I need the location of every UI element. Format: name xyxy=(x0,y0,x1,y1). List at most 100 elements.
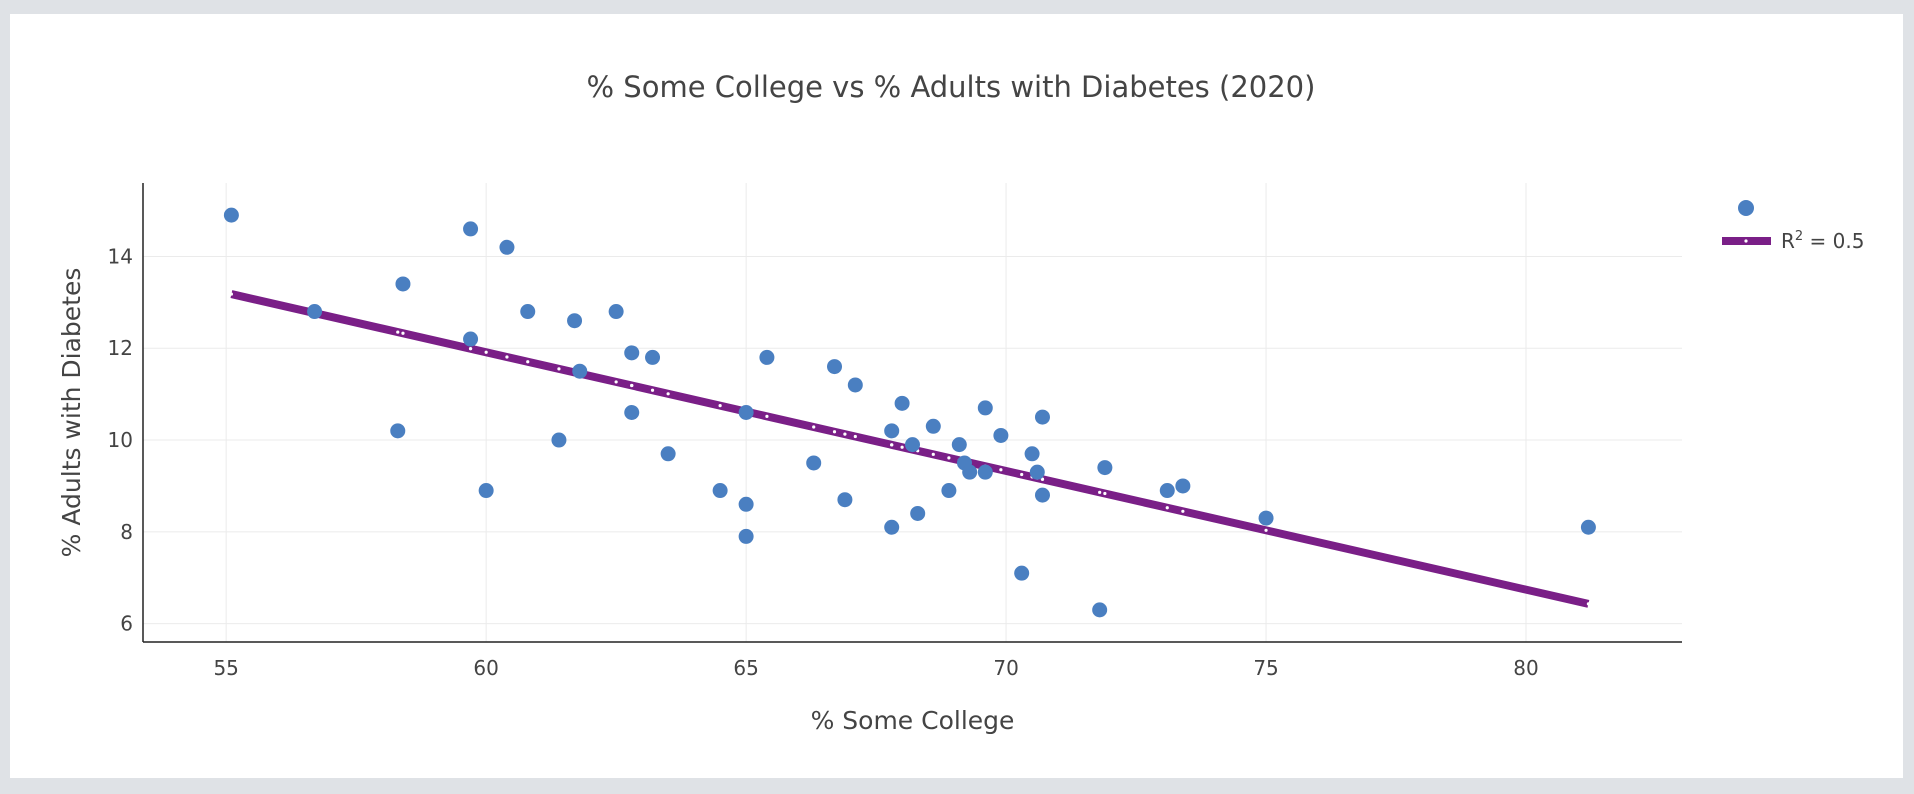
data-point[interactable] xyxy=(884,519,900,535)
trendline-point xyxy=(505,355,509,359)
data-point[interactable] xyxy=(905,437,920,453)
trendline-point xyxy=(1264,528,1268,532)
y-tick-label: 6 xyxy=(120,612,133,636)
data-point[interactable] xyxy=(463,221,479,237)
trendline-point xyxy=(1020,472,1024,477)
data-point[interactable] xyxy=(738,405,754,420)
x-tick-label: 60 xyxy=(473,656,498,680)
trendline-point xyxy=(812,425,816,429)
trendline-point xyxy=(650,388,655,392)
data-point[interactable] xyxy=(478,483,494,499)
trendline-point xyxy=(229,292,233,296)
data-point[interactable] xyxy=(712,483,728,499)
chart-card xyxy=(10,14,1903,778)
trendline-point xyxy=(468,347,473,351)
data-point[interactable] xyxy=(993,427,1009,443)
data-point[interactable] xyxy=(645,349,661,365)
trendline-point xyxy=(614,380,618,384)
data-point[interactable] xyxy=(884,423,900,439)
legend-label-sup: 2 xyxy=(1795,229,1803,244)
trendline-point xyxy=(947,456,951,460)
data-point[interactable] xyxy=(910,505,926,521)
trendline-point xyxy=(999,468,1003,472)
legend-label-rest: = 0.5 xyxy=(1803,229,1864,253)
data-point[interactable] xyxy=(572,363,588,379)
trendline-point xyxy=(401,331,405,335)
trendline-point xyxy=(1098,490,1102,494)
x-axis-title: % Some College xyxy=(811,706,1015,735)
axes xyxy=(142,183,1682,643)
data-point[interactable] xyxy=(1014,565,1030,581)
trendline-point xyxy=(718,404,722,408)
legend-marker-points[interactable] xyxy=(1738,200,1754,216)
data-point[interactable] xyxy=(894,395,910,411)
data-point[interactable] xyxy=(520,304,536,320)
data-point[interactable] xyxy=(307,304,323,320)
data-point[interactable] xyxy=(951,437,967,453)
data-point[interactable] xyxy=(941,483,957,499)
trendline-point xyxy=(1103,491,1107,496)
data-point[interactable] xyxy=(1097,460,1113,476)
trendline-point xyxy=(853,434,857,439)
legend-trendline-dot xyxy=(1744,239,1748,243)
trendline-point xyxy=(557,367,561,371)
data-point[interactable] xyxy=(1175,478,1191,494)
data-point[interactable] xyxy=(551,432,567,448)
trendline-point xyxy=(666,392,670,396)
trendline-point xyxy=(931,452,935,456)
trendline-point xyxy=(1040,477,1045,481)
data-point[interactable] xyxy=(499,239,515,255)
data-point[interactable] xyxy=(1034,409,1050,425)
data-point[interactable] xyxy=(567,313,583,329)
data-point[interactable] xyxy=(738,496,754,512)
data-point[interactable] xyxy=(608,304,624,320)
data-point[interactable] xyxy=(1024,446,1040,462)
y-tick-label: 12 xyxy=(108,336,133,360)
y-axis-title: % Adults with Diabetes xyxy=(57,268,86,558)
data-point[interactable] xyxy=(977,400,993,416)
data-point[interactable] xyxy=(624,405,640,420)
grid-lines xyxy=(143,183,1682,642)
data-point[interactable] xyxy=(660,446,676,462)
x-tick-label: 80 xyxy=(1513,656,1538,680)
legend-label-main: R xyxy=(1781,229,1795,253)
trendline-point xyxy=(765,414,769,418)
data-point[interactable] xyxy=(1258,510,1274,526)
trendline-point xyxy=(484,350,488,354)
data-point[interactable] xyxy=(390,423,406,439)
data-point[interactable] xyxy=(624,345,640,361)
x-tick-label: 75 xyxy=(1253,656,1278,680)
data-point[interactable] xyxy=(847,377,863,393)
data-point[interactable] xyxy=(223,207,239,223)
x-tick-labels: 55 60 65 70 75 80 xyxy=(213,656,1538,680)
data-point[interactable] xyxy=(395,276,411,292)
data-point[interactable] xyxy=(759,349,775,365)
data-point[interactable] xyxy=(837,492,853,508)
data-point[interactable] xyxy=(962,464,978,480)
y-tick-label: 8 xyxy=(120,520,133,544)
chart-title: % Some College vs % Adults with Diabetes… xyxy=(586,70,1316,104)
trendline-point xyxy=(832,430,837,434)
data-point[interactable] xyxy=(1580,519,1596,535)
trendline-point xyxy=(396,330,400,334)
data-point[interactable] xyxy=(806,455,822,471)
data-point[interactable] xyxy=(1159,483,1175,499)
data-point[interactable] xyxy=(1029,464,1045,480)
legend-label-trendline[interactable]: R2 = 0.5 xyxy=(1781,229,1864,253)
y-tick-labels: 6 8 10 12 14 xyxy=(108,244,133,635)
legend[interactable]: R2 = 0.5 xyxy=(1722,200,1864,253)
y-tick-label: 14 xyxy=(108,244,133,268)
trendline-point xyxy=(526,360,530,364)
data-point[interactable] xyxy=(1092,602,1108,618)
y-tick-label: 10 xyxy=(108,428,133,452)
data-point[interactable] xyxy=(827,359,843,375)
data-point[interactable] xyxy=(925,418,941,434)
trendline-point xyxy=(630,383,634,388)
data-point[interactable] xyxy=(463,331,479,347)
scatter-points xyxy=(223,207,1596,618)
data-point[interactable] xyxy=(1034,487,1050,503)
data-point[interactable] xyxy=(977,464,993,480)
data-point[interactable] xyxy=(738,528,754,544)
x-tick-label: 65 xyxy=(733,656,758,680)
